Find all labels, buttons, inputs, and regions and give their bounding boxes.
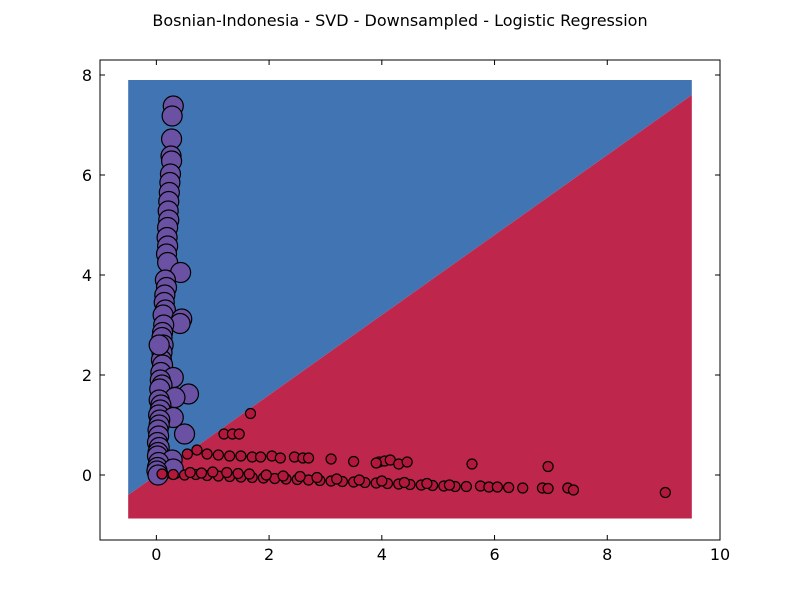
data-point <box>542 460 554 473</box>
data-point <box>376 475 388 487</box>
data-point <box>331 473 343 485</box>
x-tick-label: 4 <box>377 545 387 564</box>
y-tick-label: 0 <box>82 466 92 485</box>
data-point <box>191 444 203 456</box>
data-point <box>224 450 236 462</box>
data-point <box>370 457 382 469</box>
data-point <box>260 469 272 481</box>
data-point <box>443 479 456 491</box>
data-point <box>401 456 413 468</box>
data-point <box>567 484 580 496</box>
x-tick-label: 2 <box>264 545 274 564</box>
data-point <box>517 482 529 494</box>
data-point <box>466 458 478 470</box>
data-point <box>353 474 365 486</box>
axes-frame <box>99 59 721 541</box>
data-point <box>325 453 337 465</box>
data-point <box>348 455 360 468</box>
decision-regions <box>128 80 692 519</box>
x-tick-label: 6 <box>489 545 499 564</box>
y-tick-label: 8 <box>82 66 92 85</box>
data-point <box>207 466 219 478</box>
data-point <box>398 476 410 489</box>
data-point <box>503 481 515 494</box>
data-point <box>277 470 289 482</box>
chart-title: Bosnian-Indonesia - SVD - Downsampled - … <box>152 11 647 30</box>
region-upper <box>128 80 692 495</box>
data-point <box>274 452 286 464</box>
y-tick-label: 2 <box>82 366 92 385</box>
data-point <box>184 466 196 479</box>
data-point <box>161 105 183 127</box>
data-point <box>201 448 213 460</box>
data-point <box>542 482 554 495</box>
data-point <box>156 468 168 480</box>
data-point <box>243 468 255 480</box>
plot-area: 0 2 4 6 8 10 0 2 4 6 8 <box>82 59 730 564</box>
y-tick-label: 6 <box>82 166 92 185</box>
data-point <box>195 467 208 479</box>
scatter-points <box>146 95 671 499</box>
data-point <box>233 428 245 440</box>
data-point <box>167 468 179 481</box>
x-tick-label: 0 <box>151 545 161 564</box>
data-point <box>255 451 267 463</box>
data-point <box>311 471 323 484</box>
data-point <box>212 449 224 461</box>
x-tick-label: 10 <box>710 545 730 564</box>
data-point <box>421 477 433 490</box>
data-point <box>232 467 244 480</box>
axis-ticks: 0 2 4 6 8 10 0 2 4 6 8 <box>82 60 730 564</box>
data-point <box>148 334 170 356</box>
data-point <box>235 450 247 462</box>
data-point <box>221 466 233 479</box>
data-point <box>460 480 472 493</box>
region-lower <box>128 95 692 519</box>
data-point <box>173 423 196 445</box>
data-point <box>244 407 257 420</box>
data-point <box>491 481 503 493</box>
data-point <box>294 470 306 483</box>
data-point <box>302 452 315 464</box>
y-tick-label: 4 <box>82 266 92 285</box>
data-point <box>659 486 671 499</box>
data-point <box>181 448 193 460</box>
x-tick-label: 8 <box>602 545 612 564</box>
